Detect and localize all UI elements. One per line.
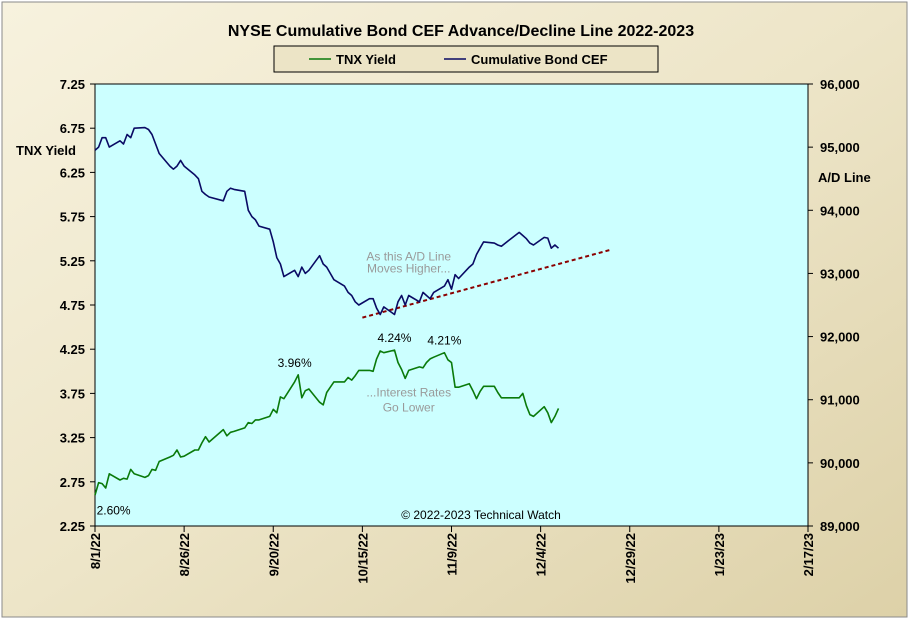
- x-tick-label: 11/9/22: [445, 533, 460, 576]
- annotation-ad-note-1: As this A/D Line: [366, 249, 451, 263]
- y-left-tick-label: 2.25: [60, 519, 85, 534]
- y-right-tick-label: 94,000: [820, 203, 860, 218]
- legend-label-cef: Cumulative Bond CEF: [471, 52, 608, 67]
- y-left-tick-label: 7.25: [60, 77, 85, 92]
- x-axis-ticks: 8/1/22 8/26/22 9/20/22 10/15/22 11/9/22 12/4/…: [88, 526, 816, 584]
- y-left-tick-label: 2.75: [60, 475, 85, 490]
- annotation-start: 2.60%: [97, 504, 131, 518]
- legend-label-tnx: TNX Yield: [336, 52, 396, 67]
- trendline-layer: [362, 248, 613, 319]
- y-right-tick-label: 96,000: [820, 77, 860, 92]
- y-right-tick-label: 95,000: [820, 140, 860, 155]
- x-tick-label: 9/20/22: [266, 533, 281, 576]
- copyright-note: © 2022-2023 Technical Watch: [401, 508, 561, 522]
- y-left-tick-label: 6.25: [60, 165, 85, 180]
- y-left-tick-label: 6.75: [60, 121, 85, 136]
- plot-area: [94, 83, 809, 527]
- chart-legend: TNX Yield Cumulative Bond CEF: [273, 45, 659, 73]
- annotation-ad-note-2: Moves Higher...: [367, 261, 450, 275]
- x-tick-label: 10/15/22: [355, 533, 370, 584]
- x-tick-label: 8/26/22: [177, 533, 192, 576]
- annotation-peak3: 4.21%: [427, 334, 461, 348]
- ad-trendline: [362, 248, 613, 319]
- y-right-tick-label: 92,000: [820, 330, 860, 345]
- x-tick-label: 12/29/22: [623, 533, 638, 584]
- y-right-tick-label: 90,000: [820, 456, 860, 471]
- x-tick-label: 2/17/23: [801, 533, 816, 576]
- y-right-tick-label: 93,000: [820, 266, 860, 281]
- y-right-tick-label: 89,000: [820, 519, 860, 534]
- annotation-rate-note-2: Go Lower: [383, 401, 435, 415]
- x-tick-label: 8/1/22: [88, 533, 103, 569]
- annotation-peak1: 3.96%: [278, 356, 312, 370]
- annotation-rate-note-1: ...Interest Rates: [366, 386, 451, 400]
- y-axis-left-ticks: 2.25 2.75 3.25 3.75 4.25 4.75 5.25 5.75 6.25 6.75…: [60, 77, 95, 534]
- x-tick-label: 1/23/23: [712, 533, 727, 576]
- y-left-tick-label: 3.25: [60, 431, 85, 446]
- tnx-yield-line: [94, 349, 560, 496]
- cumulative-bond-cef-line: [94, 126, 560, 316]
- annotation-peak2: 4.24%: [377, 331, 411, 345]
- y-right-tick-label: 91,000: [820, 393, 860, 408]
- annotation-layer: 2.60% 3.96% 4.24% 4.21% As this A/D LineMove…: [97, 249, 462, 517]
- y-axis-right-label: A/D Line: [818, 170, 871, 185]
- y-left-tick-label: 3.75: [60, 386, 85, 401]
- series-layer: [94, 126, 560, 496]
- y-left-tick-label: 5.75: [60, 210, 85, 225]
- x-tick-label: 12/4/22: [534, 533, 549, 576]
- y-left-tick-label: 4.25: [60, 342, 85, 357]
- y-axis-right-ticks: 89,000 90,000 91,000 92,000 93,000 94,000 95,0…: [808, 77, 860, 534]
- y-left-tick-label: 4.75: [60, 298, 85, 313]
- y-left-tick-label: 5.25: [60, 254, 85, 269]
- chart-title: NYSE Cumulative Bond CEF Advance/Decline…: [228, 23, 694, 40]
- y-axis-left-label: TNX Yield: [16, 143, 76, 158]
